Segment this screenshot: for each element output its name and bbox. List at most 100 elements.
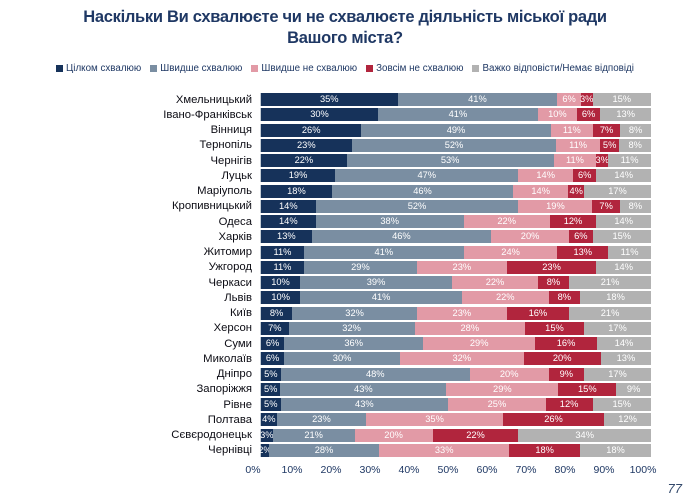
- segment-value-label: 5%: [263, 383, 278, 394]
- bar-segment: 14%: [596, 215, 651, 229]
- chart-legend: Цілком схвалюю Швидше схвалюю Швидше не сх…: [0, 63, 690, 74]
- bar-row: Одеса 14% 38% 22% 12% 14%: [0, 214, 651, 229]
- stacked-bar: 4% 23% 35% 26% 12%: [260, 413, 651, 427]
- bar-row: Сєвєродонецьк 3% 21% 20% 22% 34%: [0, 428, 651, 443]
- segment-value-label: 18%: [606, 444, 625, 455]
- segment-value-label: 41%: [468, 94, 487, 105]
- segment-value-label: 11%: [562, 124, 581, 135]
- segment-value-label: 9%: [559, 368, 574, 379]
- bar-segment: 20%: [491, 230, 570, 244]
- bar-row: Херсон 7% 32% 28% 15% 17%: [0, 321, 651, 336]
- bar-row: Тернопіль 23% 52% 11% 5% 8%: [0, 138, 651, 153]
- segment-value-label: 22%: [485, 277, 505, 288]
- bar-segment: 10%: [261, 291, 301, 305]
- category-label: Житомир: [203, 246, 252, 259]
- bar-segment: 21%: [569, 276, 651, 290]
- segment-value-label: 10%: [271, 292, 290, 303]
- segment-value-label: 12%: [618, 414, 637, 425]
- segment-value-label: 17%: [608, 368, 627, 379]
- segment-value-label: 26%: [544, 414, 563, 425]
- segment-value-label: 11%: [565, 155, 584, 166]
- category-label: Сєвєродонецьк: [171, 429, 252, 442]
- bar-segment: 39%: [300, 276, 453, 290]
- bar-segment: 28%: [414, 321, 525, 335]
- segment-value-label: 36%: [344, 338, 363, 349]
- bar-segment: 17%: [584, 367, 651, 381]
- bar-segment: 13%: [600, 352, 652, 366]
- bar-segment: 14%: [518, 169, 573, 183]
- bar-segment: 15%: [524, 321, 585, 335]
- stacked-bar: 5% 43% 29% 15% 9%: [260, 382, 652, 396]
- bar-segment: 25%: [448, 398, 546, 412]
- segment-value-label: 14%: [278, 216, 298, 227]
- bar-segment: 35%: [366, 413, 503, 427]
- stacked-bar: 14% 52% 19% 7% 8%: [260, 199, 651, 213]
- segment-value-label: 53%: [440, 155, 460, 166]
- bar-chart: Хмельницький 35% 41% 6% 3% 15% Івано-Франківсь…: [0, 92, 652, 458]
- bar-segment: 32%: [292, 306, 417, 320]
- chart-title: Наскільки Ви схвалюєте чи не схвалюєте д…: [0, 7, 690, 49]
- bar-segment: 11%: [553, 154, 597, 168]
- segment-value-label: 30%: [310, 109, 329, 120]
- bar-segment: 18%: [261, 184, 332, 198]
- segment-value-label: 11%: [620, 246, 639, 257]
- segment-value-label: 8%: [269, 307, 284, 318]
- segment-value-label: 33%: [434, 444, 454, 455]
- stacked-bar: 26% 49% 11% 7% 8%: [260, 123, 651, 137]
- bar-row: Київ 8% 32% 23% 16% 21%: [0, 306, 652, 321]
- segment-value-label: 6%: [265, 353, 280, 364]
- segment-value-label: 7%: [268, 322, 282, 333]
- category-label: Вінниця: [210, 124, 252, 137]
- segment-value-label: 46%: [413, 185, 432, 196]
- segment-value-label: 13%: [277, 231, 296, 242]
- segment-value-label: 6%: [577, 170, 592, 181]
- bar-segment: 30%: [284, 352, 401, 366]
- bar-segment: 3%: [580, 93, 593, 107]
- bar-segment: 30%: [261, 108, 378, 122]
- bar-segment: 14%: [513, 184, 569, 198]
- bar-segment: 7%: [261, 321, 289, 335]
- x-axis-tick-label: 70%: [515, 464, 537, 476]
- bar-segment: 18%: [580, 443, 651, 457]
- segment-value-label: 23%: [297, 139, 316, 150]
- bar-segment: 8%: [619, 199, 651, 213]
- bar-segment: 14%: [261, 215, 316, 229]
- segment-value-label: 8%: [628, 139, 642, 150]
- bar-segment: 8%: [261, 306, 293, 320]
- bar-row: Харків 13% 46% 20% 6% 15%: [0, 229, 652, 244]
- bar-segment: 15%: [592, 398, 651, 412]
- stacked-bar: 30% 41% 10% 6% 13%: [260, 108, 652, 122]
- segment-value-label: 5%: [264, 399, 278, 410]
- segment-value-label: 14%: [278, 200, 298, 211]
- segment-value-label: 17%: [608, 185, 627, 196]
- segment-value-label: 35%: [319, 94, 339, 105]
- segment-value-label: 23%: [452, 307, 472, 318]
- segment-value-label: 26%: [301, 124, 321, 135]
- x-axis-tick-label: 30%: [359, 464, 381, 476]
- bar-segment: 8%: [620, 123, 651, 137]
- stacked-bar: 11% 41% 24% 13% 11%: [260, 245, 652, 259]
- bar-segment: 20%: [523, 352, 601, 366]
- bar-segment: 29%: [423, 337, 536, 351]
- segment-value-label: 15%: [612, 231, 632, 242]
- bar-segment: 15%: [558, 382, 617, 396]
- stacked-bar: 10% 39% 22% 8% 21%: [260, 276, 651, 290]
- segment-value-label: 5%: [264, 368, 278, 379]
- stacked-bar: 2% 28% 33% 18% 18%: [258, 443, 651, 457]
- segment-value-label: 48%: [365, 368, 385, 379]
- bar-segment: 46%: [331, 184, 514, 198]
- segment-value-label: 2%: [258, 444, 272, 455]
- segment-value-label: 6%: [581, 109, 596, 120]
- segment-value-label: 3%: [260, 429, 274, 440]
- bar-segment: 48%: [280, 367, 470, 381]
- segment-value-label: 8%: [546, 277, 561, 288]
- segment-value-label: 18%: [535, 444, 554, 455]
- bar-row: Суми 6% 36% 29% 16% 14%: [0, 336, 652, 351]
- bar-segment: 43%: [280, 382, 447, 396]
- category-label: Львів: [224, 291, 252, 304]
- segment-value-label: 20%: [499, 368, 519, 379]
- category-label: Рівне: [223, 398, 252, 411]
- bar-segment: 6%: [572, 169, 597, 183]
- segment-value-label: 30%: [332, 353, 352, 364]
